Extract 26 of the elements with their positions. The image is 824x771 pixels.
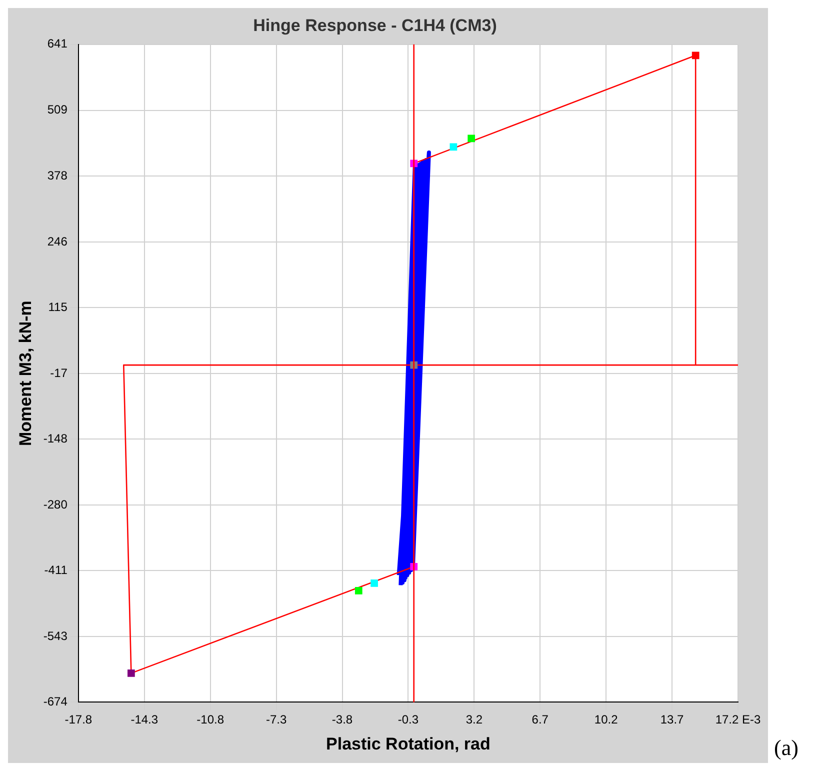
y-tick-label: -411	[44, 562, 68, 577]
chart-title: Hinge Response - C1H4 (CM3)	[253, 16, 497, 35]
y-tick-label: -17	[50, 366, 68, 380]
x-tick-label: 13.7	[660, 712, 684, 727]
y-axis-title: Moment M3, kN-m	[16, 300, 35, 446]
x-tick-label: -14.3	[130, 712, 158, 727]
y-tick-label: -543	[43, 628, 68, 643]
x-tick-label: 6.7	[532, 712, 549, 727]
x-tick-label: -10.8	[196, 712, 224, 727]
x-tick-label: -3.8	[332, 712, 353, 727]
y-tick-label: 509	[47, 102, 68, 117]
y-tick-label: -148	[43, 431, 68, 446]
x-tick-label: -17.8	[64, 712, 92, 727]
y-tick-label: 246	[47, 234, 68, 248]
x-axis-title: Plastic Rotation, rad	[326, 734, 490, 754]
x-tick-label: 3.2	[466, 712, 483, 727]
x-tick-label: 17.2 E-3	[715, 712, 761, 727]
y-tick-label: 378	[47, 168, 68, 182]
text: (a)	[774, 735, 798, 760]
x-tick-label: 10.2	[594, 712, 618, 727]
y-tick-label: 641	[47, 36, 68, 51]
y-tick-label: -280	[43, 497, 68, 512]
x-tick-label: -0.3	[398, 712, 419, 727]
y-tick-label: 115	[48, 300, 68, 314]
x-tick-label: -7.3	[266, 712, 287, 727]
y-tick-label: -674	[43, 694, 68, 709]
